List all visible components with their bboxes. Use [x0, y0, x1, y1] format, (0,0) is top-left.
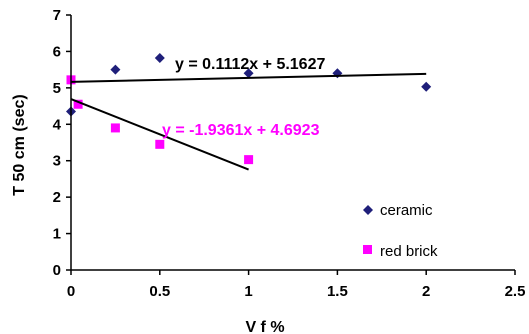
legend-marker-square [363, 245, 372, 254]
y-tick-label: 4 [53, 116, 62, 133]
trendline-red-brick [70, 98, 249, 171]
legend-label-red-brick: red brick [380, 243, 438, 260]
x-tick-label: 2 [422, 283, 430, 300]
legend-label-ceramic: ceramic [380, 202, 433, 219]
y-tick-label: 2 [53, 189, 61, 206]
y-tick-label: 1 [53, 226, 61, 243]
data-point-ceramic [421, 81, 432, 92]
data-point-red-brick [110, 123, 120, 133]
x-tick-label: 1 [244, 283, 252, 300]
x-tick-label: 1.5 [327, 283, 348, 300]
x-tick-label: 0.5 [149, 283, 170, 300]
trendline-ceramic [70, 72, 427, 83]
data-point-ceramic [243, 68, 254, 79]
y-axis-title: T 50 cm (sec) [11, 94, 28, 195]
data-point-red-brick [73, 99, 83, 109]
y-tick-label: 0 [53, 262, 61, 279]
legend-item-ceramic: ceramic [363, 202, 433, 219]
y-tick-label: 3 [53, 153, 61, 170]
x-axis-title: V f % [245, 319, 284, 334]
data-point-red-brick [244, 155, 254, 165]
data-point-ceramic [154, 52, 165, 63]
x-tick-label: 2.5 [505, 283, 526, 300]
ceramic-trendline-equation: y = 0.1112x + 5.1627 [175, 56, 325, 73]
y-tick-label: 6 [53, 43, 61, 60]
y-tick-label: 7 [53, 7, 61, 24]
red-brick-trendline-equation: y = -1.9361x + 4.6923 [162, 122, 320, 139]
legend: ceramic red brick [363, 202, 438, 260]
data-point-red-brick [155, 139, 165, 149]
legend-item-red-brick: red brick [363, 243, 438, 260]
legend-marker-diamond [363, 205, 373, 215]
data-point-ceramic [110, 64, 121, 75]
y-tick-label: 5 [53, 80, 61, 97]
x-tick-label: 0 [67, 283, 75, 300]
